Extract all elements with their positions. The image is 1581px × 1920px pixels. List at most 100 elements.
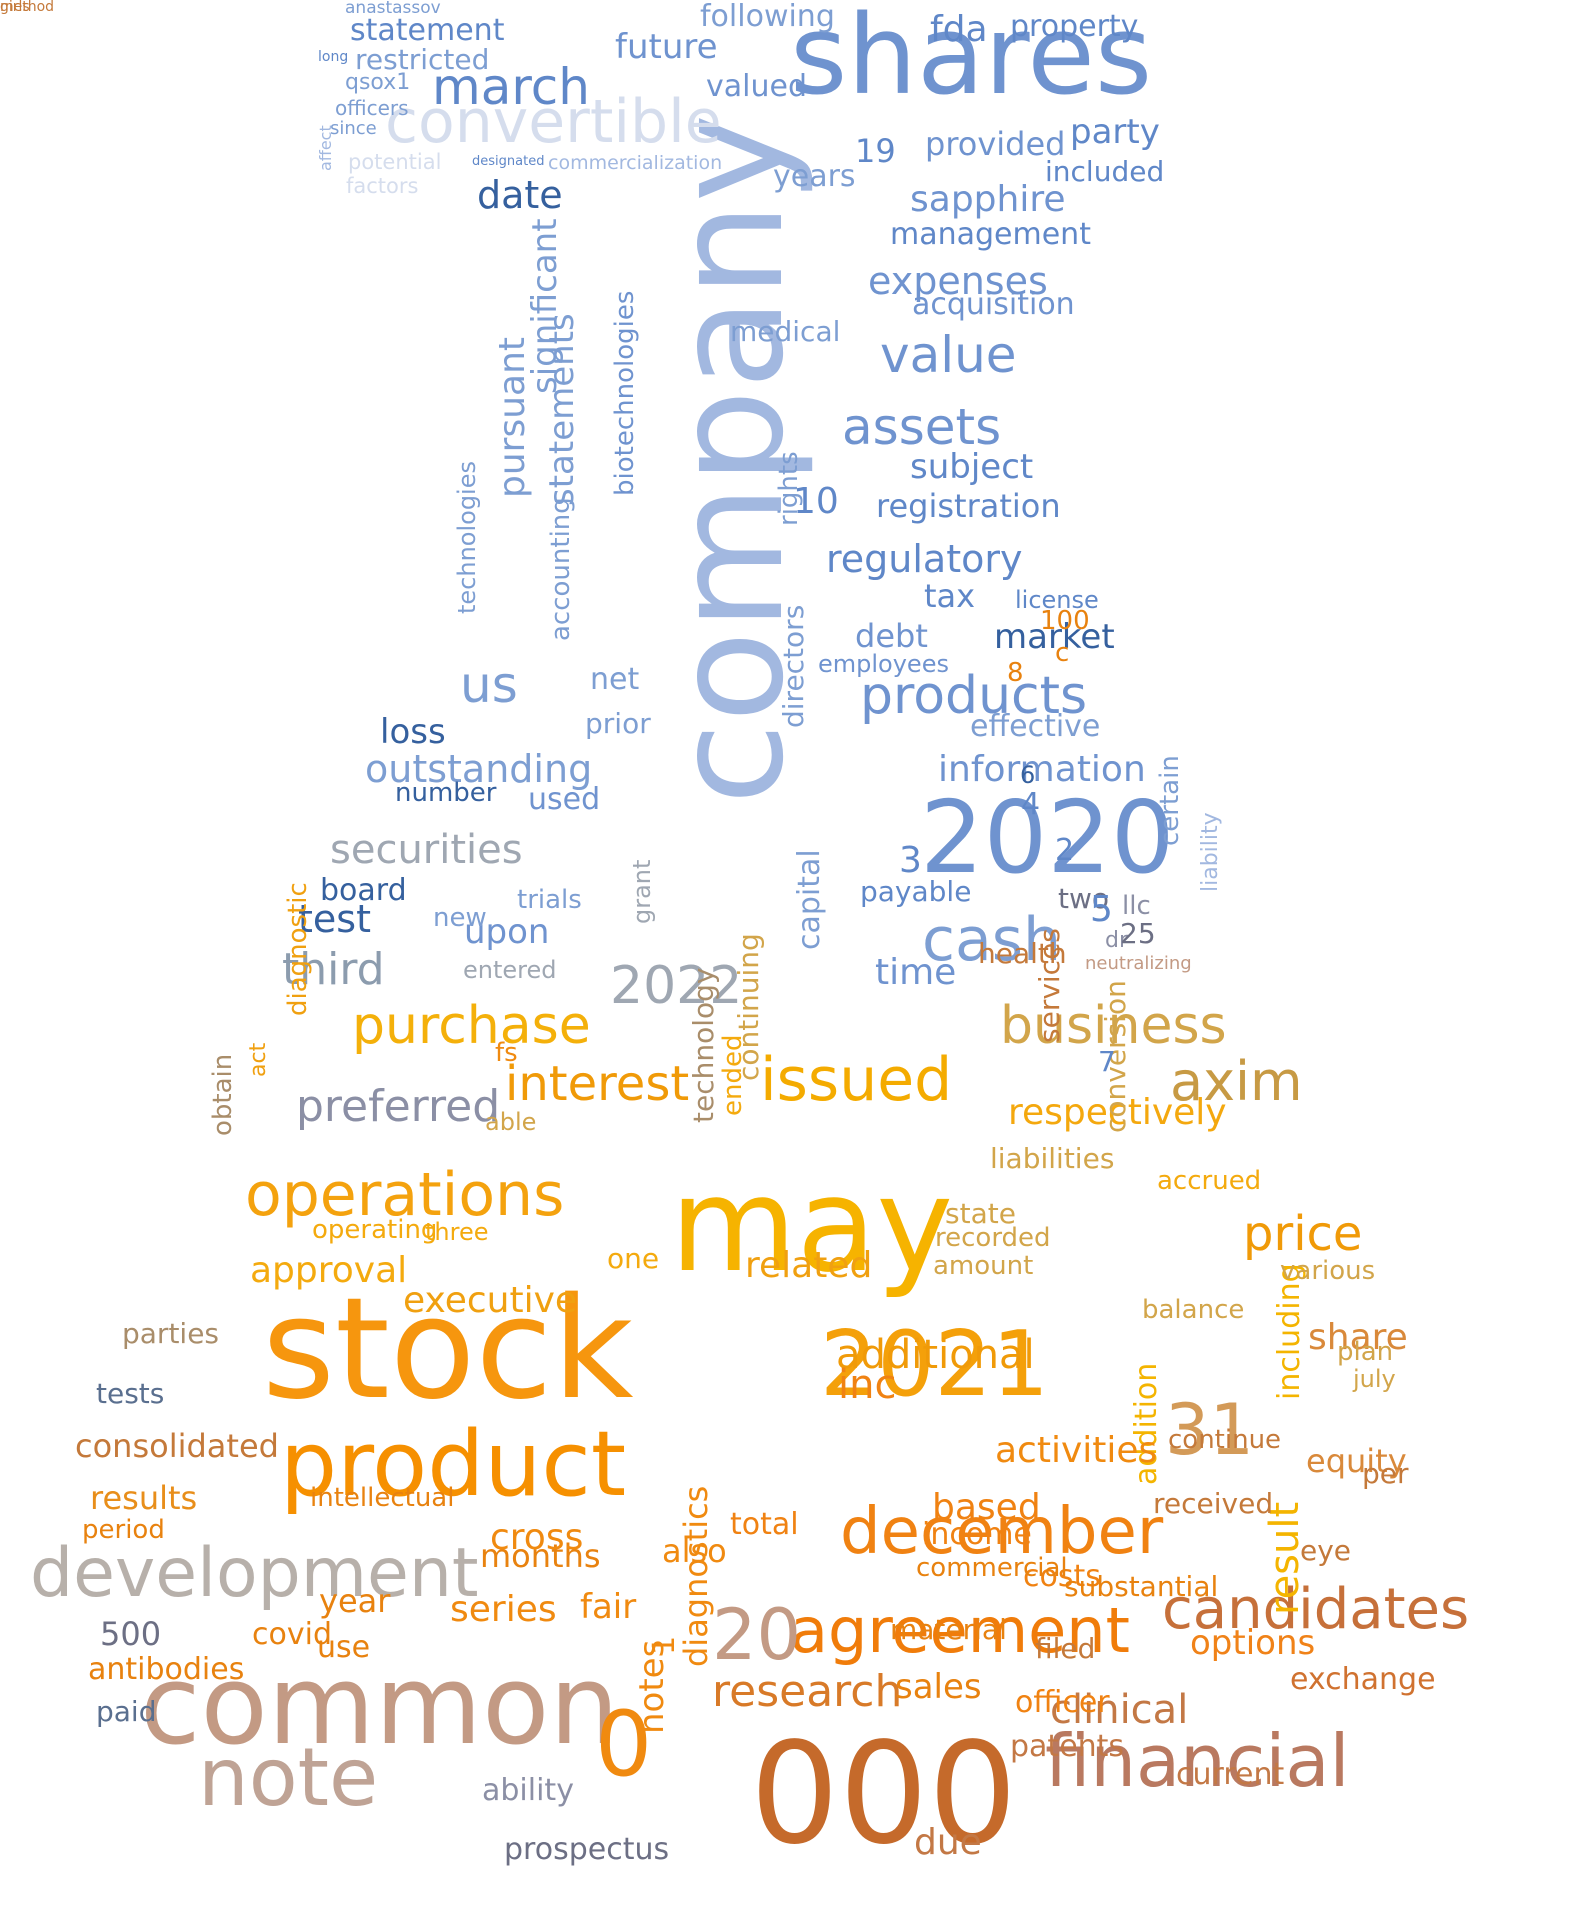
cloud-word: capital [792, 849, 827, 950]
cloud-word: fs [495, 1038, 518, 1068]
cloud-word: commercialization [548, 152, 723, 174]
cloud-word: period [82, 1515, 165, 1545]
cloud-word: sales [895, 1667, 982, 1707]
cloud-word: act [246, 1042, 271, 1077]
cloud-word: consolidated [75, 1427, 279, 1465]
cloud-word: various [1280, 1256, 1376, 1286]
cloud-word: upon [464, 912, 550, 952]
cloud-word: llc [1122, 891, 1151, 921]
cloud-word: balance [1142, 1295, 1245, 1325]
cloud-word: certain [1155, 755, 1185, 846]
cloud-word: december [840, 1495, 1164, 1569]
cloud-word: use [317, 1630, 371, 1665]
cloud-word: future [615, 27, 718, 67]
cloud-word: outstanding [365, 747, 593, 791]
cloud-word: commercial [916, 1553, 1068, 1583]
cloud-word: price [1243, 1206, 1363, 1262]
cloud-word: 20 [712, 1594, 802, 1676]
cloud-word: directors [777, 604, 810, 728]
cloud-word: note [198, 1731, 379, 1824]
cloud-word: 31 [1165, 1389, 1255, 1471]
cloud-word: assets [842, 398, 1002, 456]
cloud-word: tests [96, 1377, 165, 1410]
cloud-word: officers [335, 96, 409, 120]
cloud-word: used [528, 782, 601, 817]
cloud-word: diagnostics [677, 1485, 715, 1667]
cloud-word: two [1058, 882, 1110, 915]
cloud-word: months [480, 1537, 601, 1575]
cloud-word: sapphire [910, 179, 1066, 220]
cloud-word: shares [790, 0, 1153, 119]
cloud-word: convertible [385, 87, 722, 157]
cloud-word: common [140, 1641, 620, 1769]
cloud-word: technologies [453, 461, 481, 614]
cloud-word: designated [472, 154, 545, 169]
cloud-word: license [1015, 586, 1099, 614]
cloud-word: 100 [1040, 606, 1090, 636]
cloud-word: respectively [1008, 1092, 1227, 1133]
cloud-word: 7 [1098, 1045, 1116, 1078]
cloud-word: rights [774, 451, 804, 526]
cloud-word: property [1010, 9, 1139, 44]
cloud-word: time [875, 952, 957, 993]
cloud-word: information [938, 749, 1146, 790]
cloud-word: 2022 [610, 956, 743, 1016]
cloud-word: number [395, 778, 497, 808]
cloud-word: long [318, 49, 349, 65]
cloud-word: medical [730, 315, 841, 348]
cloud-word: net [590, 662, 640, 697]
cloud-word: operations [245, 1160, 565, 1230]
cloud-word: prior [585, 707, 651, 740]
cloud-word: services [1033, 928, 1066, 1043]
cloud-word: candidates [1162, 1577, 1470, 1642]
cloud-word: may [670, 1149, 954, 1301]
cloud-word: 2021 [820, 1312, 1050, 1417]
cloud-word: three [425, 1218, 489, 1246]
cloud-word: amount [933, 1251, 1034, 1281]
cloud-word: 5 [1090, 889, 1113, 930]
cloud-word: third [282, 944, 385, 995]
cloud-word: fair [580, 1587, 637, 1627]
cloud-word: qsox1 [345, 70, 411, 95]
cloud-word: continue [1168, 1425, 1282, 1455]
cloud-word: restricted [355, 43, 490, 76]
cloud-word: exchange [1290, 1662, 1436, 1697]
cloud-word: 000 [750, 1713, 1018, 1876]
cloud-word: acquisition [912, 287, 1075, 322]
cloud-word: loss [380, 712, 446, 752]
cloud-word: substantial [1064, 1570, 1219, 1603]
cloud-word: eye [1300, 1534, 1352, 1567]
cloud-word: paid [96, 1695, 157, 1728]
cloud-word: options [1190, 1623, 1316, 1663]
cloud-word: biotechnologies [610, 290, 640, 496]
cloud-word: provided [925, 125, 1066, 163]
cloud-word: able [485, 1108, 537, 1136]
cloud-word: preferred [296, 1081, 501, 1132]
cloud-word: operating [312, 1215, 438, 1245]
cloud-word: expenses [868, 259, 1048, 303]
cloud-word: share [1308, 1317, 1408, 1358]
cloud-word: accounting [546, 497, 576, 641]
cloud-word: cross [490, 1517, 584, 1558]
cloud-word: equity [1306, 1442, 1407, 1480]
cloud-word: dr [1105, 928, 1129, 953]
cloud-word: current [1176, 1757, 1285, 1792]
cloud-word: board [320, 873, 407, 908]
cloud-word: july [1353, 1365, 1396, 1393]
cloud-word: statements [542, 313, 582, 506]
cloud-word: recorded [935, 1223, 1051, 1253]
cloud-word: subject [910, 447, 1034, 487]
cloud-word: technology [687, 967, 720, 1123]
cloud-word: pursuant [492, 336, 533, 498]
cloud-word: continuing [732, 933, 765, 1081]
cloud-word: included [1045, 155, 1165, 188]
cloud-word: valued [706, 69, 807, 104]
cloud-word: management [890, 217, 1091, 252]
cloud-word: regulatory [826, 537, 1023, 581]
cloud-word: statement [350, 13, 505, 48]
cloud-word: anastassov [345, 0, 441, 18]
cloud-word: product [280, 1412, 627, 1517]
cloud-word: executive [403, 1280, 578, 1321]
cloud-word: method [0, 0, 55, 15]
